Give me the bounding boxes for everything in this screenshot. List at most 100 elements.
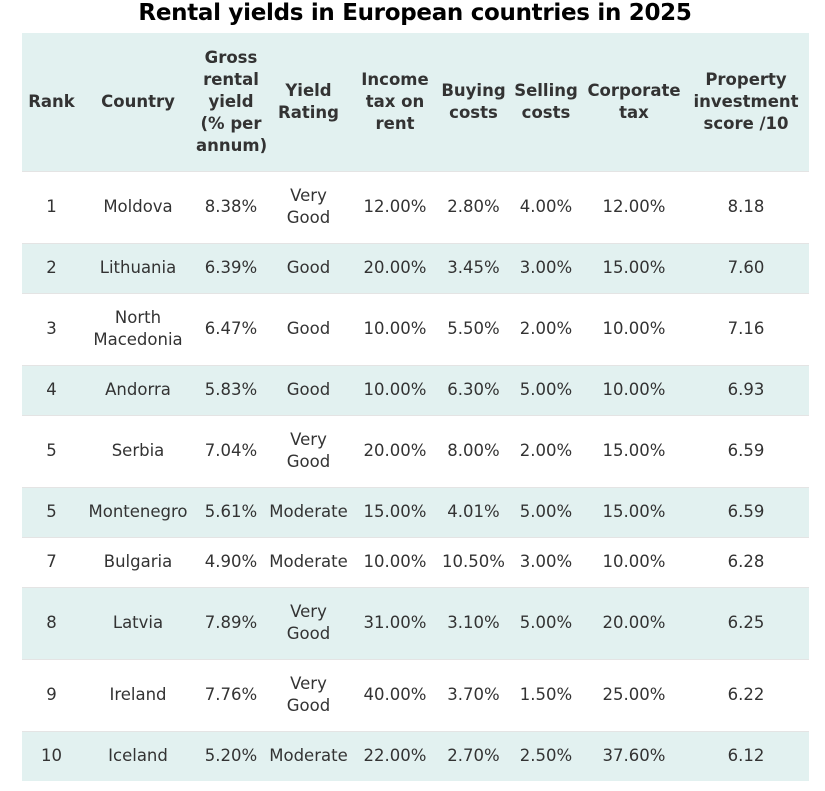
- cell-selling-costs: 4.00%: [507, 170, 585, 243]
- cell-yield-rating: Very Good: [267, 414, 350, 487]
- cell-buying-costs: 3.10%: [440, 586, 507, 659]
- cell-investment-score: 6.59: [683, 414, 809, 487]
- cell-country: Iceland: [81, 730, 195, 781]
- cell-country: Andorra: [81, 364, 195, 415]
- column-header-selling-costs: Selling costs: [514, 80, 578, 122]
- chart-title: Rental yields in European countries in 2…: [138, 0, 692, 26]
- cell-gross-rental-yield: 7.76%: [195, 658, 267, 731]
- cell-rank: 3: [22, 292, 81, 365]
- cell-income-tax: 10.00%: [350, 292, 440, 365]
- cell-investment-score: 7.16: [683, 292, 809, 365]
- table-header-row: Rank Country Gross rental yield (% per a…: [22, 33, 809, 171]
- column-header-investment-score: Property investment score /10: [693, 69, 799, 133]
- cell-buying-costs: 5.50%: [440, 292, 507, 365]
- cell-gross-rental-yield: 7.04%: [195, 414, 267, 487]
- cell-country: Latvia: [81, 586, 195, 659]
- cell-buying-costs: 3.45%: [440, 242, 507, 293]
- cell-selling-costs: 2.00%: [507, 292, 585, 365]
- cell-investment-score: 7.60: [683, 242, 809, 293]
- cell-selling-costs: 1.50%: [507, 658, 585, 731]
- cell-rank: 2: [22, 242, 81, 293]
- cell-yield-rating: Moderate: [267, 730, 350, 781]
- column-header-country: Country: [101, 91, 175, 111]
- cell-country: Ireland: [81, 658, 195, 731]
- cell-corporate-tax: 10.00%: [585, 364, 683, 415]
- cell-gross-rental-yield: 6.39%: [195, 242, 267, 293]
- cell-rank: 7: [22, 536, 81, 587]
- cell-gross-rental-yield: 8.38%: [195, 170, 267, 243]
- cell-yield-rating: Very Good: [267, 586, 350, 659]
- cell-income-tax: 20.00%: [350, 414, 440, 487]
- cell-corporate-tax: 15.00%: [585, 242, 683, 293]
- cell-income-tax: 31.00%: [350, 586, 440, 659]
- cell-selling-costs: 2.50%: [507, 730, 585, 781]
- cell-gross-rental-yield: 7.89%: [195, 586, 267, 659]
- cell-rank: 8: [22, 586, 81, 659]
- cell-buying-costs: 4.01%: [440, 486, 507, 537]
- cell-selling-costs: 2.00%: [507, 414, 585, 487]
- column-header-gross-rental-yield: Gross rental yield (% per annum): [196, 47, 268, 155]
- cell-rank: 5: [22, 486, 81, 537]
- cell-rank: 10: [22, 730, 81, 781]
- cell-investment-score: 6.59: [683, 486, 809, 537]
- cell-country: Bulgaria: [81, 536, 195, 587]
- column-header-yield-rating: Yield Rating: [278, 80, 339, 122]
- cell-corporate-tax: 10.00%: [585, 536, 683, 587]
- cell-yield-rating: Moderate: [267, 486, 350, 537]
- cell-investment-score: 6.28: [683, 536, 809, 587]
- cell-investment-score: 8.18: [683, 170, 809, 243]
- cell-rank: 1: [22, 170, 81, 243]
- cell-rank: 5: [22, 414, 81, 487]
- cell-yield-rating: Very Good: [267, 658, 350, 731]
- table-row: 1 Moldova 8.38% Very Good 12.00% 2.80% 4.00% 12…: [22, 170, 809, 243]
- cell-income-tax: 22.00%: [350, 730, 440, 781]
- cell-yield-rating: Very Good: [267, 170, 350, 243]
- cell-income-tax: 10.00%: [350, 364, 440, 415]
- cell-gross-rental-yield: 5.61%: [195, 486, 267, 537]
- cell-country: North Macedonia: [81, 292, 195, 365]
- cell-country: Moldova: [81, 170, 195, 243]
- column-header-buying-costs: Buying costs: [441, 80, 506, 122]
- table-row: 5 Montenegro 5.61% Moderate 15.00% 4.01% 5.00%…: [22, 486, 809, 537]
- column-header-rank: Rank: [28, 91, 75, 111]
- cell-selling-costs: 5.00%: [507, 364, 585, 415]
- cell-corporate-tax: 10.00%: [585, 292, 683, 365]
- cell-selling-costs: 3.00%: [507, 242, 585, 293]
- column-header-corporate-tax: Corporate tax: [587, 80, 681, 122]
- cell-income-tax: 10.00%: [350, 536, 440, 587]
- cell-gross-rental-yield: 5.20%: [195, 730, 267, 781]
- cell-buying-costs: 2.80%: [440, 170, 507, 243]
- table-row: 3 North Macedonia 6.47% Good 10.00% 5.50% 2.00…: [22, 292, 809, 365]
- table-row: 5 Serbia 7.04% Very Good 20.00% 8.00% 2.00% 15.…: [22, 414, 809, 487]
- cell-selling-costs: 5.00%: [507, 486, 585, 537]
- cell-corporate-tax: 20.00%: [585, 586, 683, 659]
- cell-income-tax: 12.00%: [350, 170, 440, 243]
- cell-corporate-tax: 37.60%: [585, 730, 683, 781]
- cell-investment-score: 6.12: [683, 730, 809, 781]
- cell-buying-costs: 2.70%: [440, 730, 507, 781]
- cell-income-tax: 40.00%: [350, 658, 440, 731]
- cell-corporate-tax: 12.00%: [585, 170, 683, 243]
- cell-buying-costs: 3.70%: [440, 658, 507, 731]
- cell-investment-score: 6.93: [683, 364, 809, 415]
- cell-selling-costs: 3.00%: [507, 536, 585, 587]
- table-row: 9 Ireland 7.76% Very Good 40.00% 3.70% 1.50% 25…: [22, 658, 809, 731]
- cell-yield-rating: Moderate: [267, 536, 350, 587]
- cell-gross-rental-yield: 6.47%: [195, 292, 267, 365]
- cell-rank: 4: [22, 364, 81, 415]
- cell-buying-costs: 8.00%: [440, 414, 507, 487]
- table-row: 2 Lithuania 6.39% Good 20.00% 3.45% 3.00% 15.00…: [22, 242, 809, 293]
- table-row: 4 Andorra 5.83% Good 10.00% 6.30% 5.00% 10.00% 6…: [22, 364, 809, 415]
- cell-rank: 9: [22, 658, 81, 731]
- cell-corporate-tax: 15.00%: [585, 414, 683, 487]
- cell-gross-rental-yield: 5.83%: [195, 364, 267, 415]
- cell-investment-score: 6.25: [683, 586, 809, 659]
- cell-income-tax: 15.00%: [350, 486, 440, 537]
- cell-country: Serbia: [81, 414, 195, 487]
- cell-corporate-tax: 15.00%: [585, 486, 683, 537]
- cell-income-tax: 20.00%: [350, 242, 440, 293]
- table-row: 7 Bulgaria 4.90% Moderate 10.00% 10.50% 3.00% 1…: [22, 536, 809, 587]
- rental-yield-table: Rank Country Gross rental yield (% per a…: [22, 33, 809, 781]
- cell-corporate-tax: 25.00%: [585, 658, 683, 731]
- cell-yield-rating: Good: [267, 292, 350, 365]
